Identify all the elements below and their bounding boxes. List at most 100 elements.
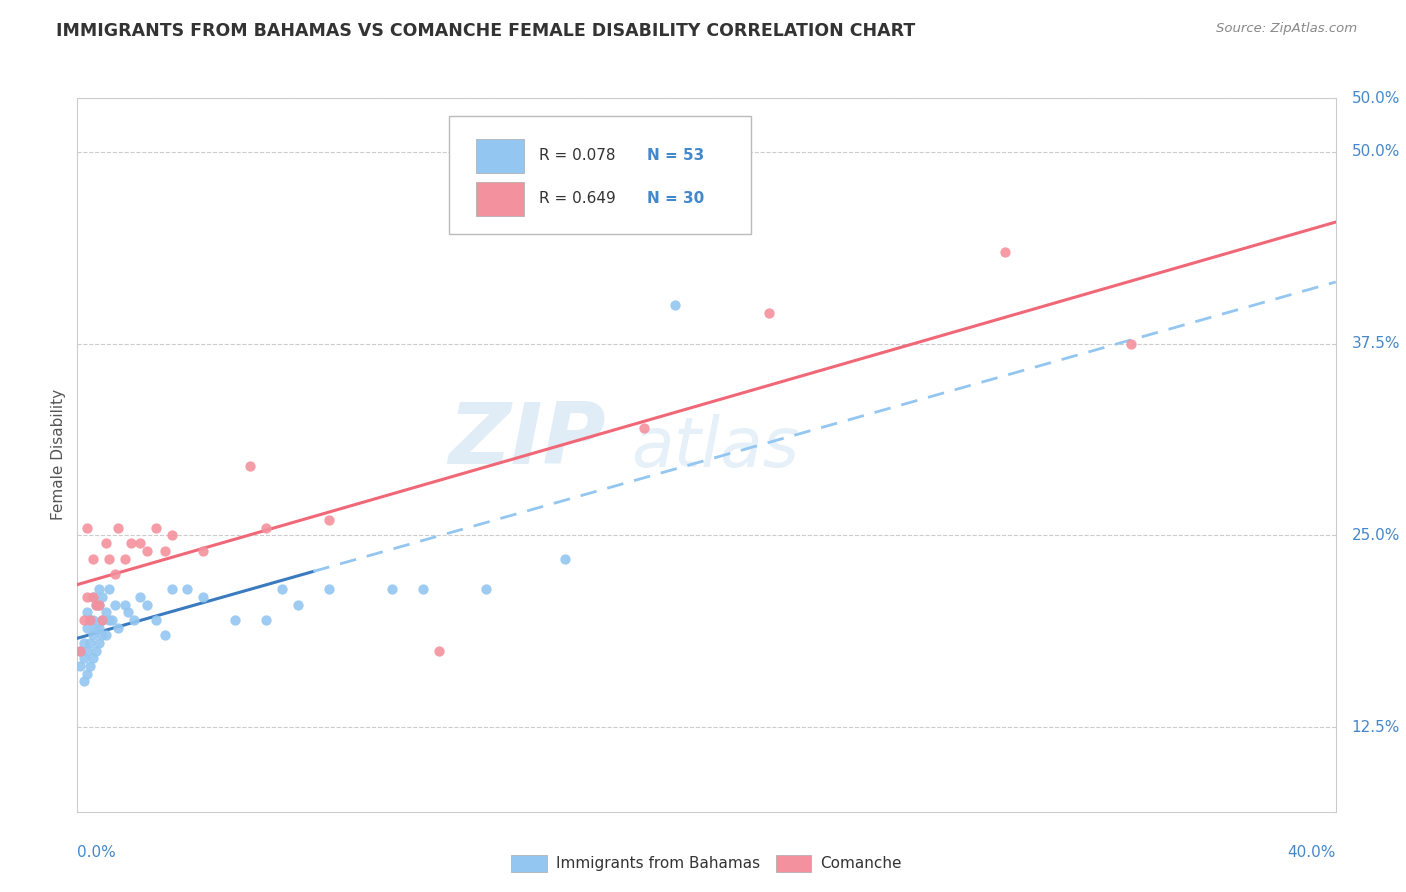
- Text: N = 30: N = 30: [647, 191, 704, 206]
- Point: [254, 521, 277, 535]
- Point: [97, 582, 120, 597]
- Point: [79, 613, 101, 627]
- Point: [91, 590, 114, 604]
- Point: [155, 544, 177, 558]
- Point: [254, 613, 277, 627]
- Point: [160, 528, 183, 542]
- Point: [76, 621, 98, 635]
- Point: [191, 590, 215, 604]
- Point: [145, 613, 167, 627]
- Point: [91, 628, 114, 642]
- Text: 50.0%: 50.0%: [1351, 145, 1400, 160]
- Point: [114, 598, 136, 612]
- Point: [72, 674, 94, 689]
- Text: R = 0.649: R = 0.649: [538, 191, 616, 206]
- Point: [191, 544, 215, 558]
- Point: [72, 636, 94, 650]
- FancyBboxPatch shape: [477, 139, 524, 173]
- Point: [79, 613, 101, 627]
- Point: [117, 605, 139, 619]
- Point: [82, 613, 104, 627]
- Text: N = 53: N = 53: [647, 148, 704, 163]
- Text: 25.0%: 25.0%: [1351, 528, 1400, 543]
- Point: [82, 651, 104, 665]
- Point: [129, 590, 152, 604]
- Point: [84, 621, 107, 635]
- Point: [97, 551, 120, 566]
- Point: [129, 536, 152, 550]
- Text: IMMIGRANTS FROM BAHAMAS VS COMANCHE FEMALE DISABILITY CORRELATION CHART: IMMIGRANTS FROM BAHAMAS VS COMANCHE FEMA…: [56, 22, 915, 40]
- Point: [97, 613, 120, 627]
- Point: [91, 613, 114, 627]
- Text: 0.0%: 0.0%: [77, 846, 117, 861]
- Point: [412, 582, 434, 597]
- Point: [427, 643, 450, 657]
- Y-axis label: Female Disability: Female Disability: [51, 389, 66, 521]
- Point: [318, 513, 340, 527]
- Point: [104, 566, 127, 581]
- Point: [145, 521, 167, 535]
- Point: [82, 551, 104, 566]
- Point: [89, 598, 111, 612]
- Point: [381, 582, 404, 597]
- Point: [69, 659, 91, 673]
- Point: [82, 590, 104, 604]
- Point: [79, 636, 101, 650]
- Point: [114, 551, 136, 566]
- Point: [554, 551, 576, 566]
- Point: [82, 628, 104, 642]
- Point: [270, 582, 292, 597]
- Point: [84, 598, 107, 612]
- Text: 37.5%: 37.5%: [1351, 336, 1400, 351]
- FancyBboxPatch shape: [776, 855, 811, 871]
- Point: [89, 582, 111, 597]
- Text: 40.0%: 40.0%: [1288, 846, 1336, 861]
- FancyBboxPatch shape: [449, 116, 751, 234]
- Point: [160, 582, 183, 597]
- Point: [76, 590, 98, 604]
- Text: R = 0.078: R = 0.078: [538, 148, 616, 163]
- Point: [176, 582, 198, 597]
- Point: [89, 621, 111, 635]
- Point: [84, 598, 107, 612]
- Text: ZIP: ZIP: [449, 399, 606, 483]
- Point: [69, 643, 91, 657]
- Text: Source: ZipAtlas.com: Source: ZipAtlas.com: [1216, 22, 1357, 36]
- Point: [224, 613, 246, 627]
- Point: [84, 643, 107, 657]
- Text: Immigrants from Bahamas: Immigrants from Bahamas: [555, 855, 759, 871]
- Point: [101, 613, 124, 627]
- Point: [69, 643, 91, 657]
- Point: [79, 659, 101, 673]
- Point: [76, 605, 98, 619]
- Point: [239, 459, 262, 474]
- Point: [107, 521, 129, 535]
- Point: [104, 598, 127, 612]
- Point: [994, 244, 1017, 259]
- Point: [633, 421, 655, 435]
- Point: [318, 582, 340, 597]
- Text: Comanche: Comanche: [820, 855, 901, 871]
- Text: 50.0%: 50.0%: [1351, 91, 1400, 105]
- Point: [89, 636, 111, 650]
- Point: [475, 582, 498, 597]
- Point: [76, 643, 98, 657]
- Point: [135, 598, 157, 612]
- Point: [72, 651, 94, 665]
- Point: [94, 628, 117, 642]
- Point: [758, 306, 780, 320]
- Point: [664, 298, 686, 312]
- Point: [135, 544, 157, 558]
- Point: [89, 598, 111, 612]
- Point: [287, 598, 309, 612]
- Point: [122, 613, 145, 627]
- Point: [107, 621, 129, 635]
- Point: [94, 536, 117, 550]
- Text: 12.5%: 12.5%: [1351, 720, 1400, 735]
- Point: [94, 605, 117, 619]
- Point: [155, 628, 177, 642]
- Point: [91, 613, 114, 627]
- FancyBboxPatch shape: [477, 182, 524, 216]
- Point: [76, 521, 98, 535]
- FancyBboxPatch shape: [512, 855, 547, 871]
